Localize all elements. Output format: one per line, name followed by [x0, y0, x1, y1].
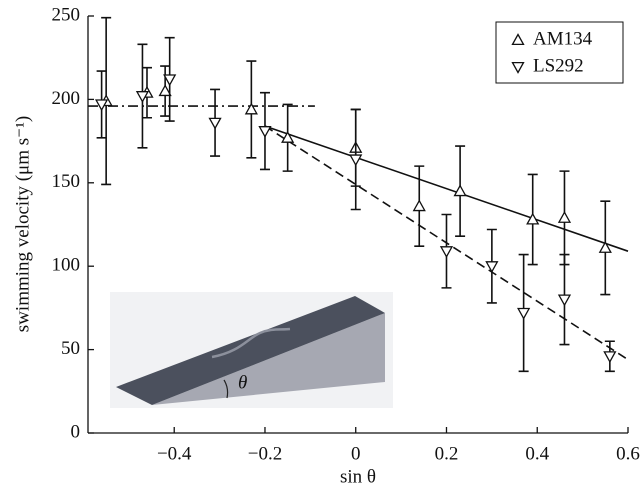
marker: [526, 212, 540, 225]
x-tick-label: 0: [351, 443, 361, 464]
marker: [163, 74, 177, 87]
inset-wedge: [110, 292, 393, 408]
legend: [495, 21, 624, 84]
x-tick-label: 0.2: [435, 443, 459, 464]
marker: [208, 117, 222, 130]
y-tick-label: 50: [61, 338, 80, 359]
marker: [439, 246, 454, 259]
marker: [135, 91, 150, 103]
marker: [517, 307, 531, 320]
legend-label: AM134: [533, 28, 593, 49]
marker: [598, 241, 612, 253]
legend-marker: [511, 61, 525, 74]
y-tick-label: 100: [52, 255, 81, 276]
y-axis-label: swimming velocity (μm s⁻¹): [12, 116, 33, 332]
marker: [557, 294, 572, 307]
fit-line: [264, 125, 629, 252]
y-tick-label: 0: [71, 421, 81, 442]
legend-label: LS292: [533, 55, 584, 76]
x-tick-label: 0.6: [616, 443, 640, 464]
marker: [95, 99, 109, 112]
marker: [244, 102, 258, 115]
marker: [158, 84, 172, 97]
y-tick-label: 150: [52, 171, 81, 192]
x-axis-label: sin θ: [340, 466, 376, 487]
legend-marker: [511, 33, 525, 46]
y-tick-label: 200: [52, 88, 81, 109]
x-tick-label: −0.4: [157, 443, 192, 464]
marker: [412, 199, 426, 212]
marker: [485, 261, 499, 274]
x-tick-label: 0.4: [525, 443, 549, 464]
marker: [557, 210, 572, 223]
x-tick-label: −0.2: [248, 443, 282, 464]
marker: [453, 184, 467, 197]
marker: [281, 130, 295, 143]
marker: [258, 126, 272, 138]
y-tick-label: 250: [52, 4, 81, 25]
inset-label: θ: [238, 372, 247, 393]
marker: [349, 154, 363, 167]
marker: [603, 351, 617, 364]
